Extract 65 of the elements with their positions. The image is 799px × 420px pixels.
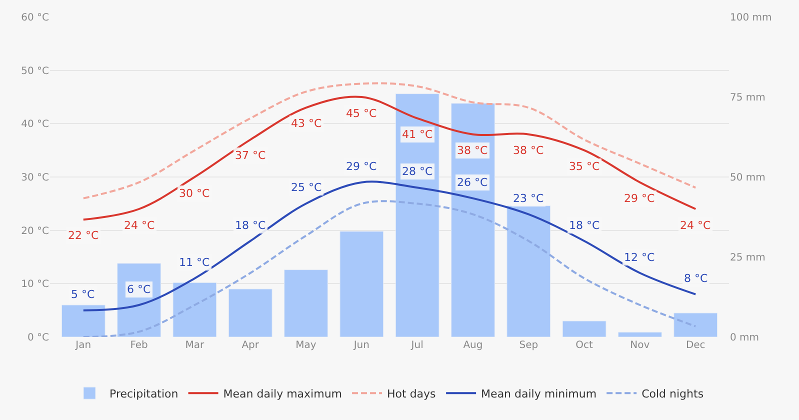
- data-label: 43 °C: [291, 117, 322, 130]
- bar: [284, 270, 328, 337]
- data-label: 30 °C: [179, 187, 210, 200]
- y-tick-label: 20 °C: [21, 226, 50, 237]
- bar: [340, 231, 384, 337]
- data-label: 24 °C: [124, 219, 155, 232]
- data-label: 18 °C: [569, 219, 600, 232]
- y-tick-label: 30 °C: [21, 172, 50, 184]
- legend-label: Mean daily minimum: [481, 387, 597, 400]
- x-tick-label: Feb: [130, 340, 148, 351]
- legend-label: Hot days: [387, 387, 436, 400]
- y2-tick-label: 25 mm: [730, 252, 766, 264]
- bar: [506, 206, 551, 337]
- y2-tick-label: 75 mm: [730, 92, 766, 104]
- y2-tick-label: 100 mm: [730, 12, 772, 24]
- x-tick-label: May: [296, 340, 316, 351]
- y2-tick-label: 0 mm: [730, 332, 760, 344]
- data-label: 28 °C: [402, 165, 433, 178]
- bar: [172, 282, 217, 337]
- bar: [618, 332, 662, 337]
- line-series: [82, 96, 697, 221]
- x-tick-label: Dec: [686, 340, 706, 351]
- legend-label: Precipitation: [110, 387, 178, 400]
- bar: [228, 288, 272, 337]
- bar: [451, 103, 495, 337]
- x-tick-label: Jun: [352, 340, 370, 351]
- data-label: 38 °C: [457, 144, 488, 157]
- data-label: 5 °C: [71, 288, 95, 301]
- x-tick-label: Oct: [576, 340, 594, 351]
- y2-tick-label: 50 mm: [730, 172, 766, 184]
- bar: [395, 94, 440, 337]
- data-label: 41 °C: [402, 128, 433, 141]
- x-tick-label: Jan: [74, 340, 92, 351]
- data-label: 18 °C: [235, 219, 266, 232]
- data-label: 8 °C: [684, 272, 708, 285]
- data-label: 29 °C: [346, 160, 377, 173]
- y-tick-label: 40 °C: [21, 119, 50, 130]
- x-tick-label: Apr: [242, 340, 260, 351]
- data-label: 26 °C: [457, 176, 488, 189]
- y-tick-label: 0 °C: [27, 332, 50, 344]
- data-label: 25 °C: [291, 181, 322, 194]
- data-label: 23 °C: [513, 192, 544, 205]
- legend-label: Cold nights: [642, 387, 704, 400]
- data-label: 22 °C: [68, 229, 99, 242]
- data-label: 12 °C: [624, 251, 655, 264]
- y-tick-label: 60 °C: [21, 12, 50, 24]
- data-label: 38 °C: [513, 144, 544, 157]
- y-tick-label: 50 °C: [21, 66, 50, 77]
- x-tick-label: Nov: [630, 340, 650, 351]
- data-label: 29 °C: [624, 192, 655, 205]
- data-label: 35 °C: [569, 160, 600, 173]
- data-label: 45 °C: [346, 107, 377, 120]
- data-label: 6 °C: [127, 283, 151, 296]
- legend-label: Mean daily maximum: [223, 387, 342, 400]
- x-tick-label: Mar: [185, 340, 206, 351]
- x-tick-label: Sep: [519, 340, 538, 351]
- bar: [674, 312, 718, 337]
- y-tick-label: 10 °C: [21, 279, 50, 290]
- bar: [61, 304, 106, 337]
- x-tick-label: Jul: [410, 340, 424, 351]
- bar: [562, 320, 606, 337]
- data-label: 11 °C: [179, 256, 210, 269]
- x-tick-label: Aug: [463, 340, 483, 351]
- data-label: 24 °C: [680, 219, 711, 232]
- data-label: 37 °C: [235, 149, 266, 162]
